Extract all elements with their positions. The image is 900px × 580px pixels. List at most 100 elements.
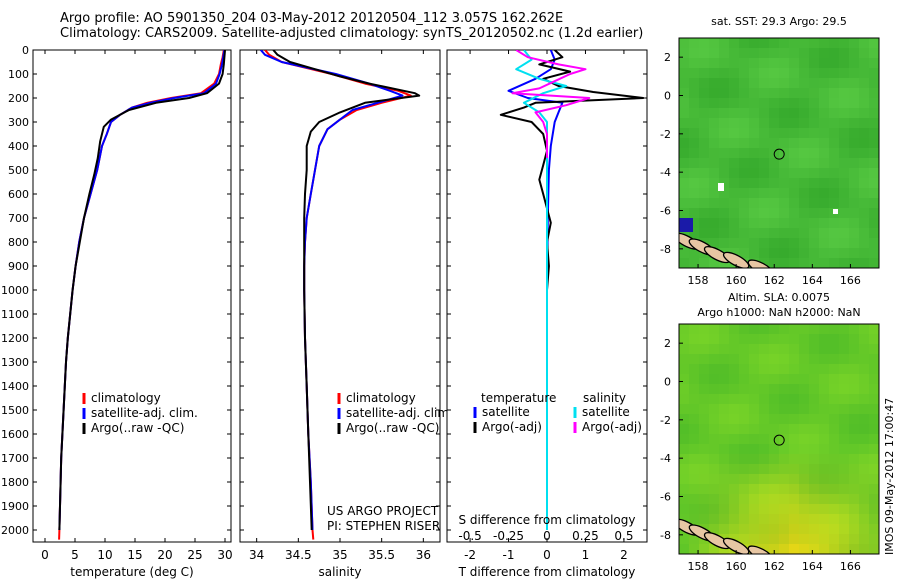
map-cell xyxy=(749,404,759,414)
depth-tick-label: 1200 xyxy=(1,332,29,345)
map-cell xyxy=(829,248,839,258)
map-cell xyxy=(699,198,709,208)
map-cell xyxy=(679,454,689,464)
longitude-label: 158 xyxy=(688,274,709,287)
map-cell xyxy=(759,424,769,434)
map-cell xyxy=(809,68,819,78)
map-cell xyxy=(859,454,869,464)
map-cell xyxy=(799,108,809,118)
map-cell xyxy=(819,58,829,68)
difference-legend-label: Argo(-adj) xyxy=(482,420,542,434)
map-cell xyxy=(769,394,779,404)
salinity-legend-label: satellite-adj. clim. xyxy=(346,406,453,420)
map-cell xyxy=(829,374,839,384)
map-cell xyxy=(819,464,829,474)
map-cell xyxy=(749,344,759,354)
map-cell xyxy=(829,474,839,484)
map-cell xyxy=(809,58,819,68)
map-cell xyxy=(859,324,869,334)
map-cell xyxy=(739,68,749,78)
imos-watermark: IMOS 09-May-2012 17:00:47 xyxy=(883,398,896,555)
map-cell xyxy=(699,434,709,444)
map-cell xyxy=(739,484,749,494)
depth-tick-label: 900 xyxy=(8,260,29,273)
map-cell xyxy=(769,198,779,208)
difference-xtick-label: 0 xyxy=(543,548,551,562)
map-cell xyxy=(819,48,829,58)
map-cell xyxy=(819,344,829,354)
map-cell xyxy=(719,354,729,364)
map-cell xyxy=(739,334,749,344)
map-cell xyxy=(689,464,699,474)
map-cell xyxy=(689,424,699,434)
map-cell xyxy=(829,258,839,268)
map-cell xyxy=(769,404,779,414)
map-cell xyxy=(859,78,869,88)
map-cell xyxy=(679,394,689,404)
map-cell xyxy=(759,178,769,188)
salinity-xtick-label: 36 xyxy=(416,548,431,562)
map-cell xyxy=(679,188,689,198)
map-cell xyxy=(809,504,819,514)
s-difference-tick-label: 0 xyxy=(543,529,551,543)
map-cell xyxy=(749,218,759,228)
map-cell xyxy=(819,434,829,444)
map-cell xyxy=(729,108,739,118)
map-cell xyxy=(819,248,829,258)
map-cell xyxy=(839,404,849,414)
map-cell xyxy=(759,354,769,364)
map-cell xyxy=(849,524,859,534)
legend-header-temperature: temperature xyxy=(481,391,556,405)
depth-tick-label: 0 xyxy=(22,44,29,57)
map-cell xyxy=(719,38,729,48)
map-cell xyxy=(679,98,689,108)
map-cell xyxy=(719,514,729,524)
map-cell xyxy=(869,148,879,158)
map-cell xyxy=(749,324,759,334)
map-cell xyxy=(799,384,809,394)
map-cell xyxy=(759,88,769,98)
map-cell xyxy=(749,474,759,484)
map-cell xyxy=(849,78,859,88)
map-cell xyxy=(819,118,829,128)
map-cell xyxy=(719,128,729,138)
map-cell xyxy=(859,494,869,504)
map-cell xyxy=(689,148,699,158)
map-cell xyxy=(769,344,779,354)
map-cell xyxy=(769,334,779,344)
map-cell xyxy=(869,424,879,434)
map-cell xyxy=(799,148,809,158)
map-cell xyxy=(829,188,839,198)
map-cell xyxy=(689,138,699,148)
map-cell xyxy=(799,138,809,148)
map-cell xyxy=(749,208,759,218)
map-cell xyxy=(829,238,839,248)
map-cell xyxy=(769,138,779,148)
temperature-legend-label: satellite-adj. clim. xyxy=(91,406,198,420)
latitude-label: -4 xyxy=(660,452,671,465)
map-cell xyxy=(849,394,859,404)
map-cell xyxy=(709,414,719,424)
map-cell xyxy=(739,414,749,424)
map-cell xyxy=(849,98,859,108)
map-cell xyxy=(679,88,689,98)
map-cell xyxy=(829,344,839,354)
map-cell xyxy=(849,474,859,484)
map-cell xyxy=(779,258,789,268)
argo-float-marker xyxy=(773,148,785,160)
map-cell xyxy=(729,118,739,128)
map-cell xyxy=(849,494,859,504)
map-cell xyxy=(729,158,739,168)
map-cell xyxy=(729,474,739,484)
map-cell xyxy=(709,404,719,414)
salinity-xlabel: salinity xyxy=(318,565,361,579)
map-cell xyxy=(779,364,789,374)
map-cell xyxy=(839,128,849,138)
map-cell xyxy=(739,444,749,454)
map-cell xyxy=(809,38,819,48)
map-cell xyxy=(799,404,809,414)
map-cell xyxy=(829,524,839,534)
map-cell xyxy=(809,494,819,504)
map-cell xyxy=(809,148,819,158)
